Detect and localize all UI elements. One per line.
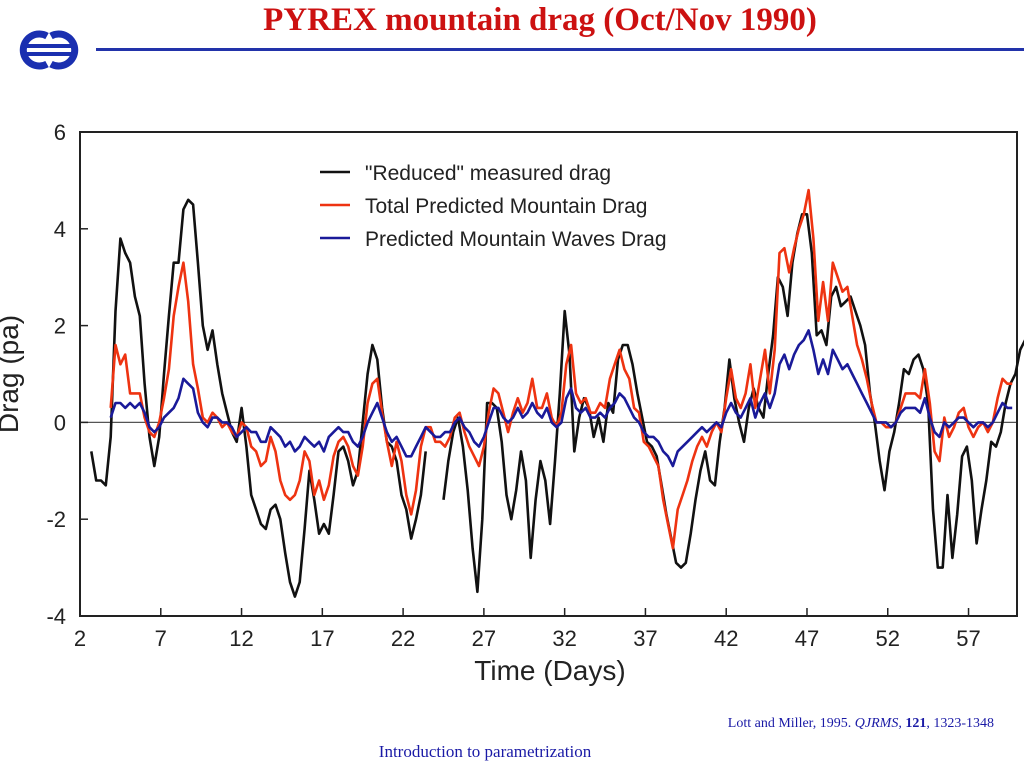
slide-title: PYREX mountain drag (Oct/Nov 1990) bbox=[263, 2, 817, 38]
x-tick-label: 57 bbox=[956, 626, 980, 651]
citation-journal: QJRMS bbox=[854, 716, 899, 731]
mountain-waves-drag-line bbox=[109, 329, 1013, 468]
x-axis-label: Time (Days) bbox=[474, 655, 625, 686]
x-tick-label: 22 bbox=[391, 626, 415, 651]
citation: Lott and Miller, 1995. QJRMS, 121, 1323-… bbox=[728, 716, 994, 732]
x-tick-label: 37 bbox=[633, 626, 657, 651]
citation-sep: , bbox=[898, 716, 906, 731]
x-tick-label: 2 bbox=[74, 626, 86, 651]
citation-volume: 121 bbox=[905, 716, 927, 731]
y-tick-label: 2 bbox=[54, 314, 66, 339]
y-tick-label: 0 bbox=[54, 410, 66, 435]
measured-drag-line bbox=[442, 213, 1024, 594]
header-rule bbox=[96, 48, 1024, 51]
x-tick-label: 7 bbox=[155, 626, 167, 651]
x-tick-label: 17 bbox=[310, 626, 334, 651]
plot-frame bbox=[79, 131, 1018, 617]
measured-drag-line bbox=[90, 198, 427, 598]
total-predicted-drag-line bbox=[109, 188, 1013, 550]
legend-label-mountain-waves-drag: Predicted Mountain Waves Drag bbox=[365, 228, 667, 251]
x-tick-label: 47 bbox=[795, 626, 819, 651]
x-tick-label: 42 bbox=[714, 626, 738, 651]
x-tick-label: 12 bbox=[229, 626, 253, 651]
x-tick-label: 27 bbox=[472, 626, 496, 651]
footer-text: Introduction to parametrization bbox=[378, 742, 592, 761]
legend-label-total-predicted-drag: Total Predicted Mountain Drag bbox=[365, 195, 648, 218]
y-tick-label: 6 bbox=[54, 120, 66, 145]
ecmwf-logo bbox=[19, 30, 79, 70]
x-tick-label: 52 bbox=[876, 626, 900, 651]
x-tick-label: 32 bbox=[552, 626, 576, 651]
citation-pages: , 1323-1348 bbox=[926, 716, 994, 731]
y-tick-label: 4 bbox=[54, 217, 66, 242]
legend-label-measured-drag: "Reduced" measured drag bbox=[365, 162, 611, 185]
y-axis-label: Drag (pa) bbox=[0, 315, 24, 433]
y-tick-label: -4 bbox=[46, 604, 66, 629]
y-tick-label: -2 bbox=[46, 507, 66, 532]
citation-authors: Lott and Miller, 1995. bbox=[727, 716, 855, 731]
